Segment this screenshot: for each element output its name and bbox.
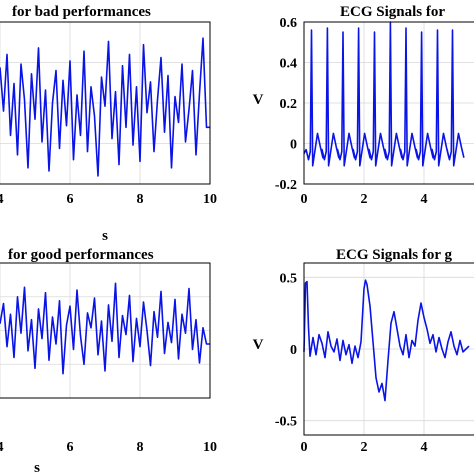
y-tick-label: 0.5	[280, 271, 298, 286]
y-tick-label: 0	[290, 138, 297, 153]
x-axis-label: s	[34, 460, 40, 474]
y-tick-label: 0	[290, 343, 297, 358]
panel-bottom-left: for good performances 4 6 8 10 s	[0, 247, 217, 474]
x-tick-label: 0	[301, 192, 308, 207]
x-tick-label: 10	[203, 192, 217, 207]
x-ticks: 0246	[301, 440, 428, 455]
y-tick-label: 0.2	[280, 97, 298, 112]
x-tick-label: 2	[361, 192, 368, 207]
plot-frame	[303, 21, 474, 185]
x-tick-label: 6	[67, 440, 74, 455]
panel-title: for good performances	[8, 247, 154, 263]
y-tick-label: -0.5	[275, 415, 297, 430]
y-ticks: 0.6 0.4 0.2 0 -0.2	[275, 16, 297, 193]
signal-line	[0, 37, 210, 177]
panel-title: ECG Signals for	[340, 4, 445, 20]
y-axis-label: V	[253, 92, 264, 108]
x-tick-label: 4	[0, 440, 4, 455]
panel-bottom-right: ECG Signals for g 0.50-0.5 0246 V	[253, 247, 474, 455]
x-tick-label: 4	[421, 440, 428, 455]
x-tick-label: 10	[203, 440, 217, 455]
y-axis-label: V	[253, 337, 264, 353]
y-tick-label: 0.6	[280, 16, 298, 31]
x-tick-label: 4	[0, 192, 4, 207]
plot-frame	[0, 262, 211, 399]
x-ticks: 4 6 8 10	[0, 440, 217, 455]
x-axis-label: s	[102, 228, 108, 244]
x-tick-label: 6	[67, 192, 74, 207]
plot-frame	[303, 262, 474, 436]
signal-line	[0, 282, 210, 375]
panel-top-left: for bad performances 4 6 8 10 s	[0, 4, 217, 244]
x-tick-label: 8	[137, 440, 144, 455]
x-ticks: 0246	[301, 192, 428, 207]
panel-title: for bad performances	[12, 4, 151, 20]
ecg-line	[303, 21, 465, 167]
plot-frame	[0, 21, 211, 185]
y-tick-label: 0.4	[280, 57, 298, 72]
x-tick-label: 8	[137, 192, 144, 207]
y-ticks: 0.5 0 -0.5	[275, 271, 297, 429]
y-tick-label: -0.2	[275, 178, 297, 193]
x-ticks: 4 6 8 10	[0, 192, 217, 207]
x-tick-label: 0	[301, 440, 308, 455]
panel-title: ECG Signals for g	[336, 247, 452, 263]
x-tick-label: 4	[421, 192, 428, 207]
ecg-line	[303, 279, 470, 402]
panel-top-right: ECG Signals for 0.60.40.20-0.2 0246 V	[253, 4, 474, 207]
x-tick-label: 2	[361, 440, 368, 455]
